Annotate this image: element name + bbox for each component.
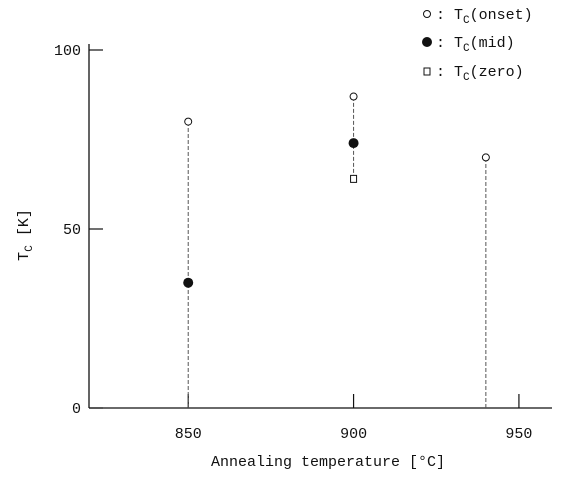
legend-onset-sub: C	[463, 15, 470, 27]
point-mid	[183, 277, 194, 288]
point-mid	[348, 138, 359, 149]
legend-label-zero: : TC(zero)	[436, 64, 524, 84]
point-onset	[481, 153, 490, 162]
y-axis-title-unit: [K]	[16, 209, 33, 245]
legend-mid-suffix: (mid)	[470, 35, 515, 52]
data-points	[183, 92, 490, 288]
legend-zero-sub: C	[463, 72, 470, 84]
x-tick-label: 900	[340, 426, 367, 443]
tick-labels: 0 50 100 850 900 950	[54, 43, 532, 443]
legend-item-zero: : TC(zero)	[423, 64, 524, 84]
legend-onset-prefix: : T	[436, 7, 463, 24]
x-tick-label: 950	[505, 426, 532, 443]
legend-marker-filled-circle	[422, 37, 432, 47]
y-axis-title: TC [K]	[16, 209, 36, 261]
y-axis-title-sub: C	[24, 245, 36, 252]
legend-label-mid: : TC(mid)	[436, 35, 515, 55]
legend-marker-open-square	[423, 67, 431, 76]
legend-marker-open-circle	[423, 10, 431, 18]
point-onset	[184, 117, 193, 126]
legend-zero-prefix: : T	[436, 64, 463, 81]
x-tick-label: 850	[175, 426, 202, 443]
legend-mid-sub: C	[463, 43, 470, 55]
point-zero	[350, 174, 358, 183]
legend-item-mid: : TC(mid)	[422, 35, 515, 55]
legend: : TC(onset) : TC(mid) : TC(zero)	[422, 7, 533, 84]
legend-onset-suffix: (onset)	[470, 7, 533, 24]
legend-item-onset: : TC(onset)	[423, 7, 533, 27]
point-onset	[349, 92, 358, 101]
y-tick-label: 50	[63, 222, 81, 239]
y-tick-label: 100	[54, 43, 81, 60]
legend-zero-suffix: (zero)	[470, 64, 524, 81]
range-lines	[187, 96, 487, 408]
legend-mid-prefix: : T	[436, 35, 463, 52]
y-tick-label: 0	[72, 401, 81, 418]
axes	[88, 44, 552, 409]
legend-label-onset: : TC(onset)	[436, 7, 533, 27]
y-axis-title-main: T	[16, 252, 33, 261]
x-axis-title: Annealing temperature [°C]	[211, 454, 445, 471]
